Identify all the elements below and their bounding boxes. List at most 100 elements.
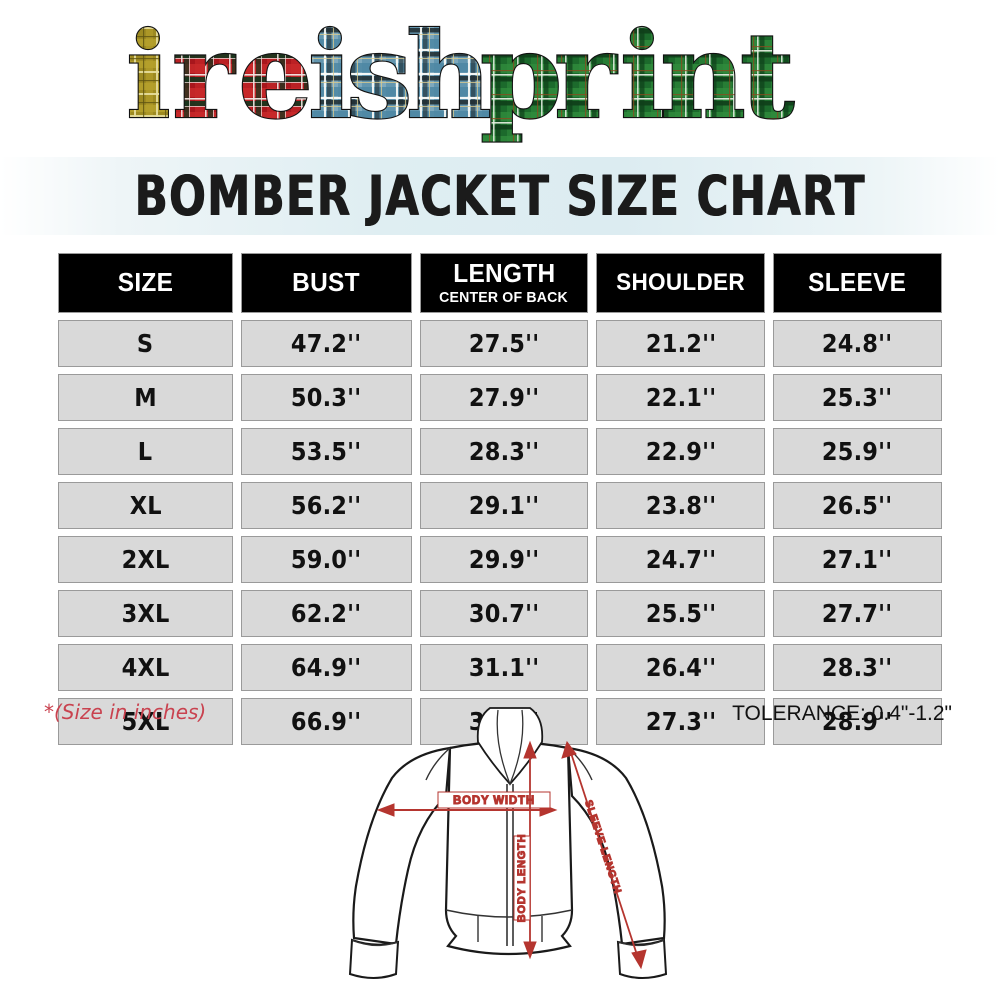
table-row: M 50.3'' 27.9'' 22.1'' 25.3'' [58,374,942,421]
jacket-cuff-left [348,938,400,979]
value-sleeve: 28.9'' [822,707,893,736]
logo-letter-i3: i [620,13,665,143]
header-label-bust: BUST [292,267,360,298]
cell-sleeve: 28.3'' [773,644,942,691]
header-label-sleeve: SLEEVE [808,267,907,298]
cell-bust: 66.9'' [240,698,412,745]
cell-length: 29.1'' [419,482,589,529]
jacket-cuff-right-seam [617,939,665,947]
cell-length: 27.5'' [419,320,589,367]
table-row: XL 56.2'' 29.1'' 23.8'' 26.5'' [58,482,942,529]
value-bust: 53.5'' [290,437,362,466]
measure-body-width: BODY WIDTH [376,791,558,817]
value-sleeve: 24.8'' [822,329,893,358]
value-length: 31.1'' [468,653,540,682]
header-cell-bust: BUST [240,253,412,313]
cell-bust: 53.5'' [240,428,412,475]
value-length: 29.9'' [468,545,540,574]
jacket-cuff-left-seam [351,939,399,947]
jacket-sleeve-left [352,746,452,946]
value-shoulder: 21.2'' [645,329,716,358]
cell-bust: 47.2'' [240,320,412,367]
value-sleeve: 27.1'' [822,545,893,574]
cell-shoulder: 22.1'' [596,374,766,421]
cell-sleeve: 25.3'' [773,374,942,421]
brand-logo-svg: i r e i s h p r i n t [125,13,796,143]
value-size: 5XL [121,707,170,736]
value-bust: 56.2'' [290,491,362,520]
table-row: 2XL 59.0'' 29.9'' 24.7'' 27.1'' [58,536,942,583]
header-cell-size: SIZE [58,253,233,313]
logo-letter-i1: i [126,13,171,143]
value-bust: 47.2'' [290,329,362,358]
cell-sleeve: 28.9'' [773,698,942,745]
cell-length: 28.3'' [419,428,589,475]
cell-size: S [58,320,233,367]
table-row: L 53.5'' 28.3'' 22.9'' 25.9'' [58,428,942,475]
cell-size: 5XL [58,698,233,745]
cell-sleeve: 25.9'' [773,428,942,475]
value-size: 2XL [121,545,170,574]
value-sleeve: 27.7'' [822,599,893,628]
measure-body-length: BODY LENGTH [513,740,537,960]
logo-letter-t: t [740,13,795,143]
logo-letter-h: h [406,13,492,143]
logo-letter-r1: r [172,13,236,143]
logo-letter-i2: i [308,13,353,143]
logo-letter-p: p [480,13,563,143]
value-length: 27.9'' [468,383,540,412]
header-sublabel-length: CENTER OF BACK [439,288,569,306]
value-sleeve: 26.5'' [822,491,893,520]
header-cell-sleeve: SLEEVE [773,253,942,313]
header-cell-length: LENGTH CENTER OF BACK [419,253,589,313]
table-row: S 47.2'' 27.5'' 21.2'' 24.8'' [58,320,942,367]
value-sleeve: 25.3'' [822,383,893,412]
value-sleeve: 25.9'' [822,437,893,466]
cell-length: 30.7'' [419,590,589,637]
cell-sleeve: 26.5'' [773,482,942,529]
value-length: 28.3'' [468,437,540,466]
logo-letter-n: n [660,13,746,143]
logo-letter-s: s [346,13,412,143]
page-title: BOMBER JACKET SIZE CHART [134,163,866,229]
jacket-collar-fold [496,709,524,786]
table-header-row: SIZE BUST LENGTH CENTER OF BACK SHOULDER… [58,253,942,313]
cell-size: 2XL [58,536,233,583]
cell-length: 31.1'' [419,644,589,691]
cell-shoulder: 23.8'' [596,482,766,529]
header-label-size: SIZE [117,267,174,298]
cell-sleeve: 27.7'' [773,590,942,637]
cell-shoulder: 27.3'' [596,698,766,745]
value-shoulder: 24.7'' [645,545,716,574]
table-row: 4XL 64.9'' 31.1'' 26.4'' 28.3'' [58,644,942,691]
units-note: *(Size in inches) [44,700,207,724]
cell-size: 3XL [58,590,233,637]
brand-logo: i r e i s h p r i n t [0,8,1000,148]
cell-shoulder: 26.4'' [596,644,766,691]
table-row: 3XL 62.2'' 30.7'' 25.5'' 27.7'' [58,590,942,637]
logo-letter-e: e [238,13,313,143]
value-shoulder: 22.9'' [645,437,716,466]
jacket-sleeve-right [566,746,666,946]
title-band: BOMBER JACKET SIZE CHART [0,157,1000,235]
value-bust: 59.0'' [290,545,362,574]
header-label-length: LENGTH [452,258,556,289]
cell-shoulder: 24.7'' [596,536,766,583]
cell-shoulder: 22.9'' [596,428,766,475]
cell-bust: 59.0'' [240,536,412,583]
value-sleeve: 28.3'' [822,653,893,682]
value-bust: 62.2'' [290,599,362,628]
jacket-waistband-top [445,909,573,918]
cell-length: 27.9'' [419,374,589,421]
label-body-width: BODY WIDTH [453,795,535,807]
value-shoulder: 23.8'' [645,491,716,520]
cell-sleeve: 24.8'' [773,320,942,367]
cell-size: 4XL [58,644,233,691]
value-shoulder: 25.5'' [645,599,716,628]
value-size: XL [129,491,162,520]
jacket-collar [476,707,544,786]
label-body-length: BODY LENGTH [516,834,528,923]
cell-bust: 56.2'' [240,482,412,529]
cell-bust: 62.2'' [240,590,412,637]
